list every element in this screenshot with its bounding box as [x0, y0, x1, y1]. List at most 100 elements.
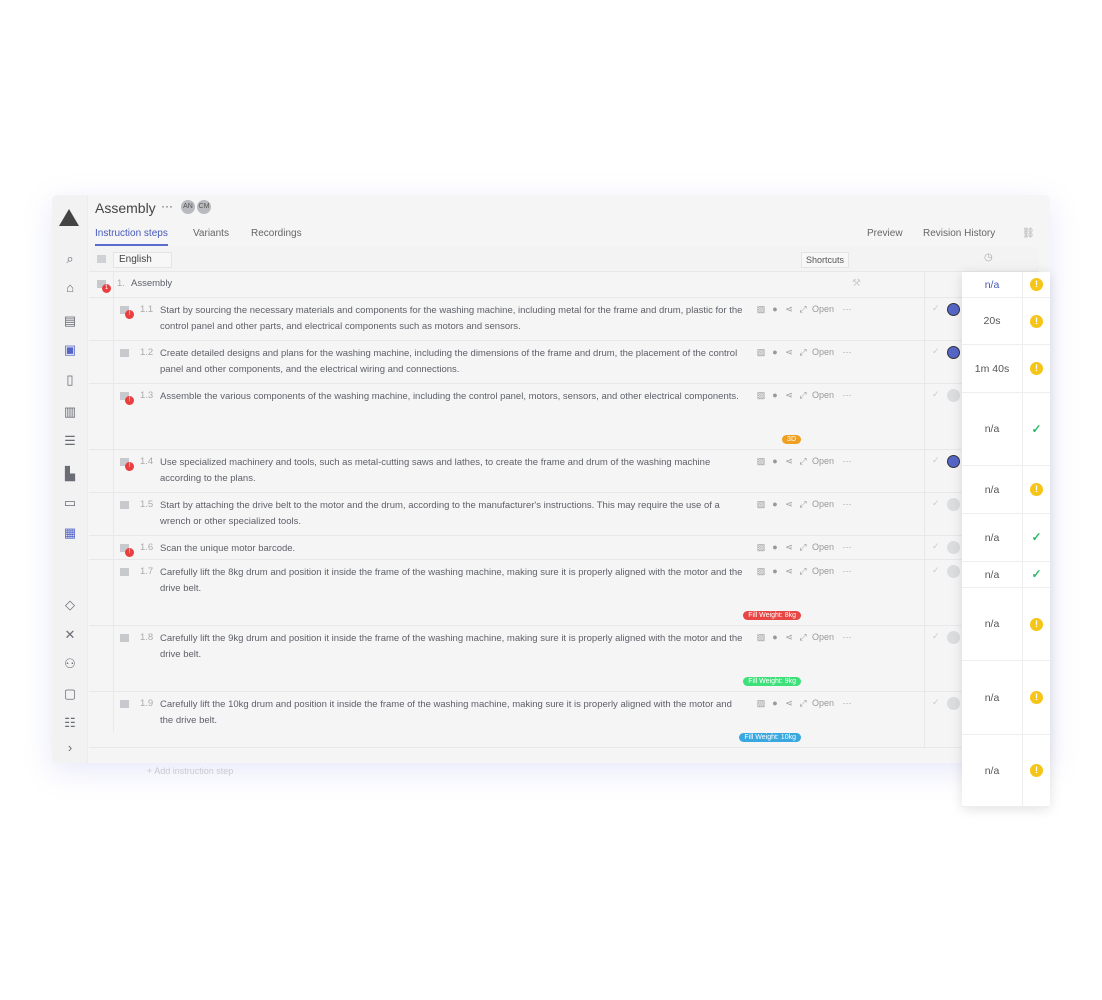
- home-icon[interactable]: ⌂: [66, 280, 74, 295]
- help-icon[interactable]: ●: [772, 456, 778, 466]
- variant-tag[interactable]: 3D: [782, 435, 801, 444]
- check-icon[interactable]: ✓: [932, 697, 940, 707]
- help-icon[interactable]: ●: [772, 632, 778, 642]
- check-icon[interactable]: ✓: [932, 303, 940, 313]
- language-select[interactable]: English: [113, 252, 172, 268]
- expand-icon[interactable]: ⤢: [799, 566, 807, 576]
- book-icon[interactable]: ▤: [63, 313, 77, 328]
- users-icon[interactable]: ⚇: [64, 656, 76, 671]
- variant-tag[interactable]: Fill Weight: 9kg: [743, 677, 801, 686]
- step-text[interactable]: Carefully lift the 10kg drum and positio…: [160, 699, 732, 726]
- image-icon[interactable]: ▨: [756, 698, 766, 708]
- expand-chevron-icon[interactable]: ›: [67, 740, 73, 755]
- more-icon[interactable]: ···: [842, 542, 852, 552]
- branch-icon[interactable]: ⋖: [785, 304, 793, 314]
- variant-tag[interactable]: Fill Weight: 8kg: [743, 611, 801, 620]
- open-link[interactable]: Open: [812, 632, 835, 642]
- bottle-icon[interactable]: [947, 455, 960, 468]
- tab-instruction-steps[interactable]: Instruction steps: [95, 228, 168, 246]
- step-text[interactable]: Scan the unique motor barcode.: [160, 543, 296, 554]
- branch-icon[interactable]: ⋖: [785, 499, 793, 509]
- network-icon[interactable]: ☷: [64, 715, 76, 730]
- expand-icon[interactable]: ⤢: [799, 632, 807, 642]
- step-row[interactable]: ! 1.6 Scan the unique motor barcode. ▨ ● ⋖ ⤢ Op…: [89, 536, 1014, 560]
- more-icon[interactable]: ···: [842, 390, 852, 400]
- image-icon[interactable]: ▨: [756, 347, 766, 357]
- step-text[interactable]: Start by sourcing the necessary material…: [160, 305, 743, 332]
- step-row[interactable]: ! 1.4 Use specialized machinery and tools,…: [89, 450, 1014, 493]
- tag-icon[interactable]: ◇: [65, 597, 75, 612]
- check-icon[interactable]: ✓: [932, 565, 940, 575]
- step-row[interactable]: ! 1.3 Assemble the various components of t…: [89, 384, 1014, 450]
- open-link[interactable]: Open: [812, 499, 835, 509]
- open-link[interactable]: Open: [812, 566, 835, 576]
- chart-icon[interactable]: ▥: [63, 404, 77, 419]
- tools-icon[interactable]: ✕: [64, 627, 76, 642]
- open-link[interactable]: Open: [812, 698, 835, 708]
- flag-icon[interactable]: [120, 501, 129, 509]
- image-icon[interactable]: ▨: [756, 542, 766, 552]
- step-text[interactable]: Carefully lift the 8kg drum and position…: [160, 567, 743, 594]
- step-row[interactable]: 1.9 Carefully lift the 10kg drum and posi…: [89, 692, 1014, 748]
- bottle-icon[interactable]: [947, 565, 960, 578]
- clipboard-icon[interactable]: ▯: [66, 372, 74, 387]
- avatar[interactable]: AN: [181, 200, 195, 214]
- step-row[interactable]: 1.7 Carefully lift the 8kg drum and posit…: [89, 560, 1014, 626]
- open-link[interactable]: Open: [812, 456, 835, 466]
- check-icon[interactable]: ✓: [932, 631, 940, 641]
- add-instruction-step-button[interactable]: + Add instruction step: [147, 766, 234, 776]
- preview-link[interactable]: Preview: [867, 228, 903, 239]
- check-icon[interactable]: ✓: [932, 389, 940, 399]
- open-link[interactable]: Open: [812, 542, 835, 552]
- revision-history-link[interactable]: Revision History: [923, 228, 996, 239]
- flag-icon[interactable]: [120, 568, 129, 576]
- expand-icon[interactable]: ⤢: [799, 499, 807, 509]
- bottle-icon[interactable]: [947, 346, 960, 359]
- step-row[interactable]: 1.8 Carefully lift the 9kg drum and posit…: [89, 626, 1014, 692]
- flag-icon[interactable]: [120, 634, 129, 642]
- branch-icon[interactable]: ⋖: [785, 456, 793, 466]
- step-row[interactable]: 1.2 Create detailed designs and plans for…: [89, 341, 1014, 384]
- shortcuts-button[interactable]: Shortcuts: [801, 252, 850, 268]
- bottle-icon[interactable]: [947, 303, 960, 316]
- open-link[interactable]: Open: [812, 304, 835, 314]
- tab-variants[interactable]: Variants: [193, 228, 229, 239]
- help-icon[interactable]: ●: [772, 698, 778, 708]
- step-text[interactable]: Use specialized machinery and tools, suc…: [160, 457, 711, 484]
- check-icon[interactable]: ✓: [932, 455, 940, 465]
- flag-icon[interactable]: [120, 392, 129, 400]
- expand-icon[interactable]: ⤢: [799, 390, 807, 400]
- step-text[interactable]: Start by attaching the drive belt to the…: [160, 500, 720, 527]
- folder-icon[interactable]: ▭: [63, 495, 77, 510]
- help-icon[interactable]: ●: [772, 390, 778, 400]
- image-icon[interactable]: ▨: [756, 499, 766, 509]
- branch-icon[interactable]: ⋖: [785, 632, 793, 642]
- step-text[interactable]: Assemble the various components of the w…: [160, 391, 739, 402]
- expand-icon[interactable]: ⤢: [799, 698, 807, 708]
- step-row[interactable]: 1.5 Start by attaching the drive belt to …: [89, 493, 1014, 536]
- image-icon[interactable]: ▨: [756, 566, 766, 576]
- help-icon[interactable]: ●: [772, 304, 778, 314]
- help-icon[interactable]: ●: [772, 566, 778, 576]
- bottle-icon[interactable]: [947, 697, 960, 710]
- more-button[interactable]: ···: [161, 199, 173, 213]
- expand-icon[interactable]: ⤢: [799, 347, 807, 357]
- check-icon[interactable]: ✓: [932, 346, 940, 356]
- branch-icon[interactable]: ⋖: [785, 566, 793, 576]
- image-icon[interactable]: ▨: [756, 304, 766, 314]
- time-value[interactable]: n/a: [962, 272, 1023, 297]
- branch-icon[interactable]: ⋖: [785, 347, 793, 357]
- link-icon[interactable]: ⛓: [1022, 228, 1035, 239]
- avatar[interactable]: CM: [197, 200, 211, 214]
- factory-icon[interactable]: ▙: [65, 466, 75, 481]
- search-icon[interactable]: ⌕: [66, 251, 74, 266]
- expand-icon[interactable]: ⤢: [799, 456, 807, 466]
- branch-icon[interactable]: ⋖: [785, 390, 793, 400]
- step-text[interactable]: Create detailed designs and plans for th…: [160, 348, 738, 375]
- expand-icon[interactable]: ⤢: [799, 542, 807, 552]
- bottle-icon[interactable]: [947, 541, 960, 554]
- tablet-icon[interactable]: ▢: [63, 686, 77, 701]
- help-icon[interactable]: ●: [772, 542, 778, 552]
- bottle-icon[interactable]: [947, 389, 960, 402]
- help-icon[interactable]: ●: [772, 499, 778, 509]
